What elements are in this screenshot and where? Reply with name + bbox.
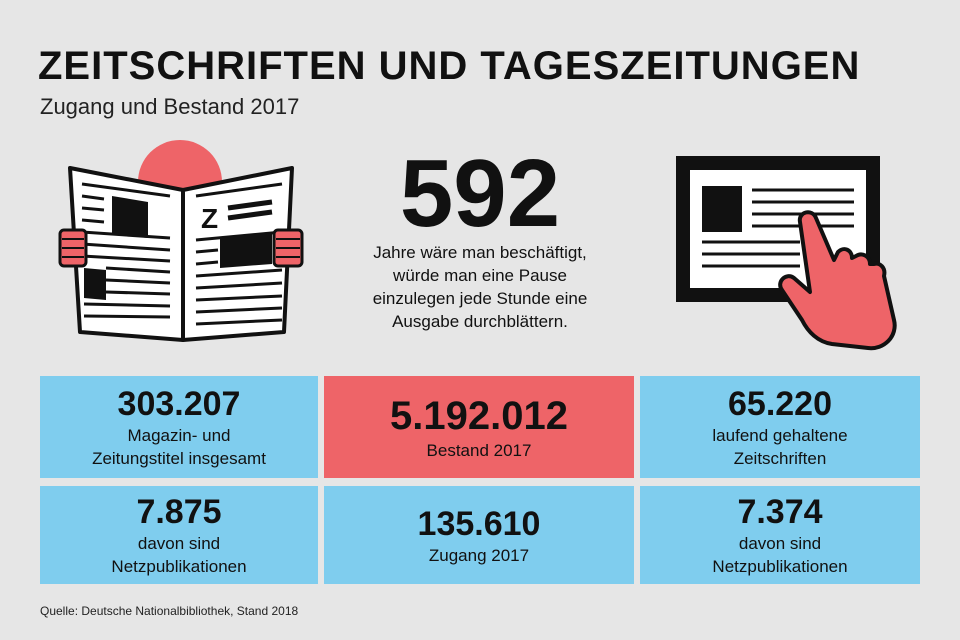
stat-box-bestand: 5.192.012 Bestand 2017 [324,376,634,478]
stat-label: davon sind [738,534,822,553]
highlight-line: Ausgabe durchblättern. [392,312,568,331]
highlight-line: einzulegen jede Stunde eine [372,289,588,308]
stat-box-net-publications-left: 7.875 davon sind Netzpublikationen [40,486,318,584]
stat-label: Zeitschriften [733,449,827,468]
stat-label: laufend gehaltene [712,426,848,445]
page-title: ZEITSCHRIFTEN UND TAGESZEITUNGEN [38,44,861,88]
stat-label: davon sind [137,534,221,553]
stat-label: Netzpublikationen [712,557,848,576]
stat-box-titles-total: 303.207 Magazin- und Zeitungstitel insge… [40,376,318,478]
tablet-touch-icon [676,156,897,351]
source-note: Quelle: Deutsche Nationalbibliothek, Sta… [40,604,299,618]
stat-label: Netzpublikationen [111,557,247,576]
stat-label: Magazin- und [127,426,231,445]
newspaper-icon: Z [58,140,304,342]
stat-number: 135.610 [417,504,541,543]
stat-number: 7.875 [136,493,222,531]
stat-label: Zeitungstitel insgesamt [92,449,266,468]
stat-number: 65.220 [728,385,832,423]
stat-box-periodicals: 65.220 laufend gehaltene Zeitschriften [640,376,920,478]
stat-number: 7.374 [737,493,823,531]
stat-box-zugang: 135.610 Zugang 2017 [324,486,634,584]
highlight-description: Jahre wäre man beschäftigt, würde man ei… [320,241,640,333]
newspaper-letter: Z [201,203,218,234]
stat-label: Zugang 2017 [428,545,530,565]
highlight-line: würde man eine Pause [393,266,567,285]
stat-number: 303.207 [117,385,241,423]
page-subtitle: Zugang und Bestand 2017 [40,94,300,119]
highlight-line: Jahre wäre man beschäftigt, [373,243,587,262]
stat-box-net-publications-right: 7.374 davon sind Netzpublikationen [640,486,920,584]
highlight-number: 592 [399,140,561,247]
stat-number: 5.192.012 [390,393,568,438]
stat-label: Bestand 2017 [426,440,532,460]
